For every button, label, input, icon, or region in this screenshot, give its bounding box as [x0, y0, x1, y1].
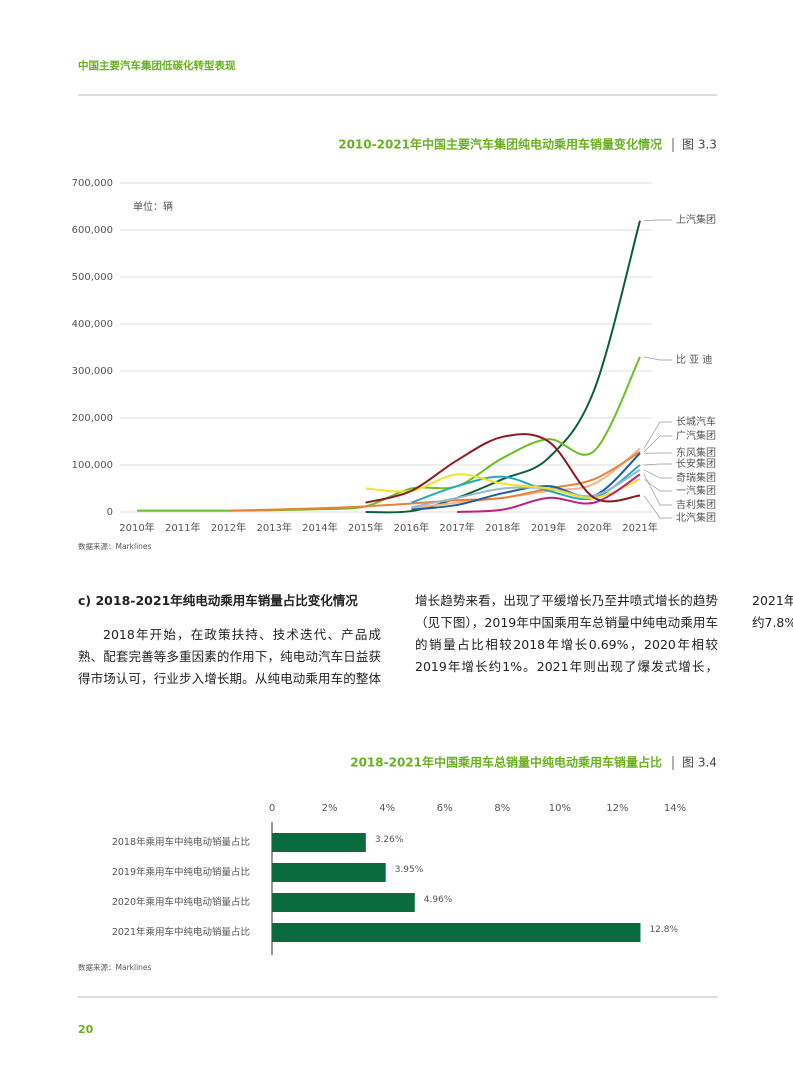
leader-line — [643, 474, 672, 506]
category-label: 2020年乘用车中纯电动销量占比 — [112, 896, 250, 908]
page-number: 20 — [78, 1023, 94, 1036]
leader-line — [643, 469, 672, 479]
series-line — [365, 220, 641, 514]
header-title: 中国主要汽车集团低碳化转型表现 — [78, 59, 236, 72]
source: 数据来源：Marklines — [78, 962, 152, 972]
figure-title: 2010-2021年中国主要汽车集团纯电动乘用车销量变化情况 — [338, 137, 662, 152]
series-line — [411, 468, 641, 509]
bar — [272, 923, 641, 942]
series-line — [136, 356, 641, 512]
bar — [272, 833, 366, 852]
y-tick-label: 100,000 — [72, 460, 113, 471]
source: 数据来源：Marklines — [78, 541, 152, 551]
figure-title: 2018-2021年中国乘用车总销量中纯电动乘用车销量占比 — [350, 755, 662, 770]
x-tick-label: 2021年 — [622, 521, 657, 534]
section-heading: c) 2018-2021年纯电动乘用车销量占比变化情况 — [78, 593, 358, 608]
x-tick-label: 4% — [379, 803, 395, 814]
y-tick-label: 700,000 — [72, 178, 113, 189]
x-tick-label: 10% — [549, 803, 571, 814]
legend-label: 一汽集团 — [676, 484, 716, 497]
x-tick-label: 12% — [606, 803, 628, 814]
x-tick-label: 0 — [269, 803, 275, 814]
leader-line — [643, 435, 672, 453]
y-tick-label: 300,000 — [72, 366, 113, 377]
bar — [272, 863, 386, 882]
value-label: 12.8% — [649, 925, 678, 935]
leader-line — [643, 356, 672, 361]
legend-label: 东风集团 — [676, 446, 716, 459]
y-tick-label: 400,000 — [72, 319, 113, 330]
y-tick-label: 500,000 — [72, 272, 113, 283]
value-label: 3.95% — [395, 865, 424, 875]
leader-line — [643, 478, 672, 492]
series-line — [365, 433, 641, 504]
x-tick-label: 8% — [494, 803, 510, 814]
legend-label: 奇瑞集团 — [676, 471, 716, 484]
category-label: 2021年乘用车中纯电动销量占比 — [112, 926, 250, 938]
series-line — [457, 473, 641, 513]
paragraph: 2018年开始，在政策扶持、技术迭代、产品成熟、配套完善等多重因素的作用下，纯电… — [78, 593, 793, 686]
category-label: 2018年乘用车中纯电动销量占比 — [112, 836, 250, 848]
x-tick-label: 2010年 — [119, 521, 154, 534]
x-tick-label: 14% — [664, 803, 686, 814]
value-label: 3.26% — [375, 835, 404, 845]
x-tick-label: 6% — [437, 803, 453, 814]
category-label: 2019年乘用车中纯电动销量占比 — [112, 866, 250, 878]
y-tick-label: 0 — [107, 507, 113, 518]
x-tick-label: 2020年 — [577, 521, 612, 534]
legend-label: 比 亚 迪 — [676, 354, 712, 366]
value-label: 4.96% — [424, 895, 453, 905]
legend-label: 上汽集团 — [676, 213, 716, 226]
legend-label: 吉利集团 — [676, 498, 716, 511]
legend-label: 长安集团 — [676, 457, 716, 470]
x-tick-label: 2018年 — [485, 521, 520, 534]
x-tick-label: 2011年 — [165, 521, 200, 534]
section: c) 2018-2021年纯电动乘用车销量占比变化情况 2018年开始，在政策扶… — [78, 590, 793, 710]
y-tick-label: 600,000 — [72, 225, 113, 236]
x-tick-label: 2013年 — [256, 521, 291, 534]
x-tick-label: 2016年 — [394, 521, 429, 534]
annotation: 单位：辆 — [133, 200, 173, 213]
legend-label: 长城汽车 — [676, 415, 716, 428]
leader-line — [643, 495, 672, 519]
leader-line — [643, 219, 672, 221]
x-tick-label: 2% — [322, 803, 338, 814]
legend-label: 广汽集团 — [676, 429, 716, 442]
x-tick-label: 2017年 — [439, 521, 474, 534]
x-tick-label: 2015年 — [348, 521, 383, 534]
leader-line — [643, 421, 672, 449]
bar — [272, 893, 415, 912]
x-tick-label: 2019年 — [531, 521, 566, 534]
y-tick-label: 200,000 — [72, 413, 113, 424]
figure-number: 图 3.4 — [682, 756, 717, 770]
legend-label: 北汽集团 — [676, 511, 716, 524]
figure-number: 图 3.3 — [682, 138, 717, 152]
x-tick-label: 2014年 — [302, 521, 337, 534]
leader-line — [643, 463, 672, 466]
x-tick-label: 2012年 — [211, 521, 246, 534]
